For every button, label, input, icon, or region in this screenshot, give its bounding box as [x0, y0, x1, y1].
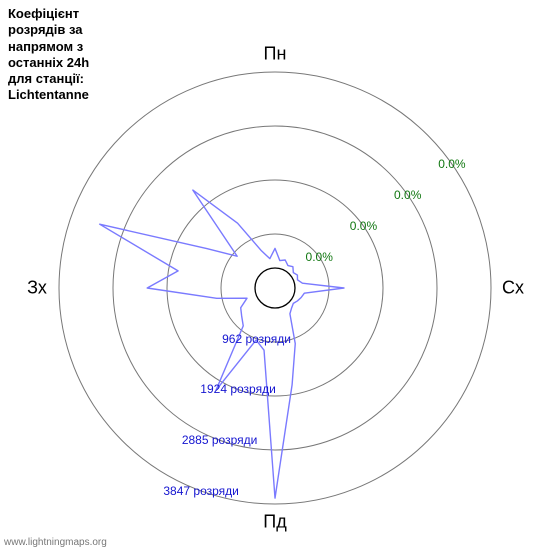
axis-label-north: Пн	[264, 44, 287, 65]
ring-count-label: 1924 розряди	[200, 382, 276, 396]
ring-pct-label: 0.0%	[306, 250, 333, 264]
ring-count-label: 962 розряди	[222, 332, 291, 346]
ring-pct-label: 0.0%	[438, 157, 465, 171]
ring-count-label: 2885 розряди	[182, 433, 258, 447]
footer-credit: www.lightningmaps.org	[4, 537, 107, 548]
ring-pct-label: 0.0%	[394, 188, 421, 202]
axis-label-south: Пд	[263, 512, 286, 533]
polar-plot	[0, 0, 550, 550]
axis-label-west: Зх	[27, 278, 47, 299]
ring-count-label: 3847 розряди	[163, 484, 239, 498]
axis-label-east: Сх	[502, 278, 524, 299]
ring-pct-label: 0.0%	[350, 219, 377, 233]
